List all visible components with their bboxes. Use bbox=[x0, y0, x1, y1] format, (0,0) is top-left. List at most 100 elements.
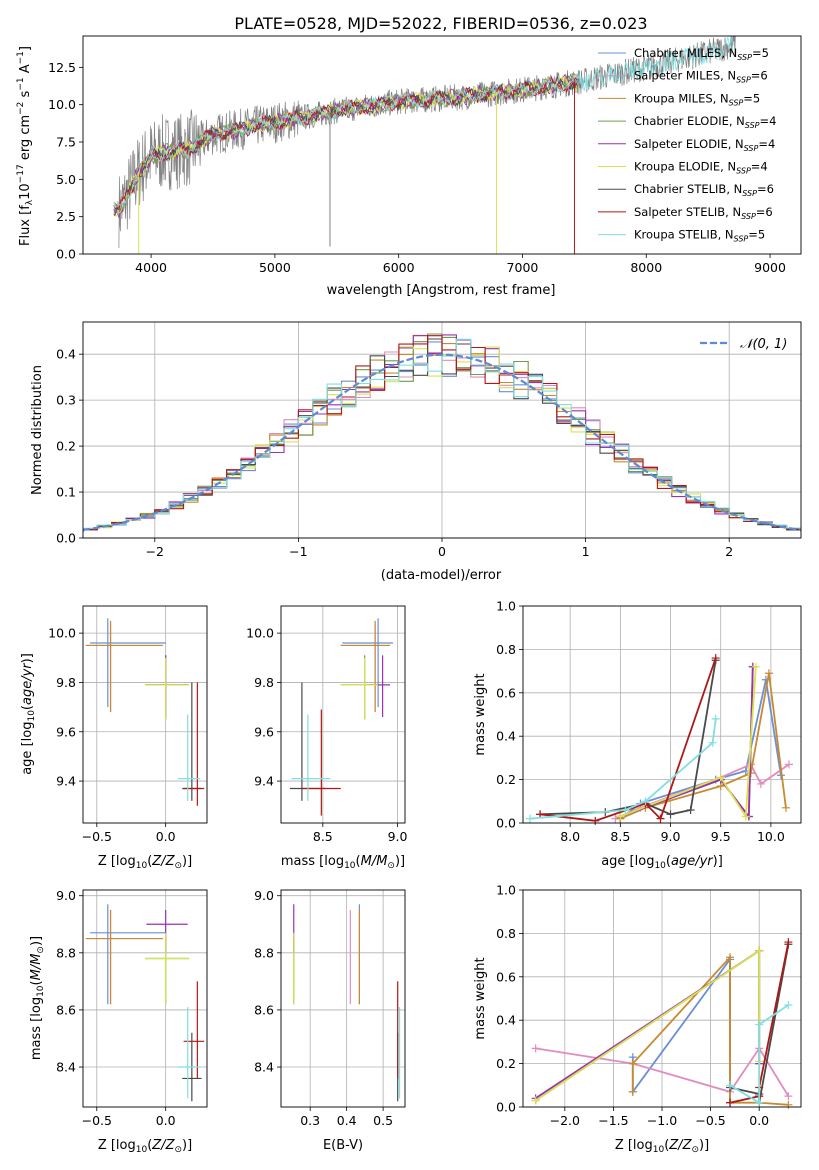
legend-label: Salpeter STELIB, NSSP=6 bbox=[634, 205, 773, 221]
x-axis-label: mass [log10(M/M⊙)] bbox=[281, 854, 405, 871]
y-tick-label: 7.5 bbox=[56, 135, 76, 150]
y-axis-label: Normed distribution bbox=[30, 365, 45, 495]
x-axis-label: age [log10(age/yr)] bbox=[601, 854, 723, 871]
y-tick-label: 8.8 bbox=[56, 945, 76, 960]
weight-marker bbox=[531, 1096, 540, 1105]
weight-marker bbox=[726, 1098, 735, 1107]
spectrum-panel: 4000 5000 6000 7000 8000 9000 0.0 2.5 5.0 7.5 10.0… bbox=[16, 35, 802, 298]
y-tick-label: 9.8 bbox=[56, 675, 76, 690]
y-axis-label: mass [log10(M/M⊙)] bbox=[29, 936, 46, 1060]
weight-marker bbox=[756, 779, 765, 788]
weight-marker bbox=[666, 810, 675, 819]
model-spectrum-line bbox=[113, 73, 578, 218]
y-axis-label: age [log10(age/yr)] bbox=[20, 653, 37, 775]
x-tick-label: 7000 bbox=[507, 260, 539, 275]
y-tick-label: 0.1 bbox=[56, 485, 76, 500]
x-tick-label: 8.5 bbox=[610, 829, 630, 844]
model-spectrum-extension bbox=[577, 36, 734, 92]
axes-frame bbox=[82, 35, 802, 255]
y-axis-label: Flux [fλ10−17 erg cm−2 s−1 A−1] bbox=[16, 46, 35, 246]
legend-label: Chabrier MILES, NSSP=5 bbox=[634, 46, 769, 62]
residuals-panel: −2 −1 0 1 2 0.0 0.1 0.2 0.3 0.4 (data-model)/error… bbox=[30, 321, 802, 583]
x-tick-label: 0.4 bbox=[337, 1113, 357, 1128]
y-tick-label: 10.0 bbox=[246, 626, 274, 641]
x-axis-label: Z [log10(Z/Z⊙)] bbox=[615, 1138, 709, 1155]
weight-marker bbox=[628, 1087, 637, 1096]
y-tick-label: 0.0 bbox=[496, 816, 516, 831]
age-vs-mass-panel: 8.5 9.0 9.4 9.6 9.8 10.0 mass [log10(M/M⊙)] bbox=[246, 605, 408, 871]
x-axis-label: (data-model)/error bbox=[381, 568, 502, 583]
y-tick-label: 0.6 bbox=[496, 685, 516, 700]
x-tick-label: 10.0 bbox=[757, 829, 785, 844]
y-tick-label: 0.2 bbox=[496, 1056, 516, 1071]
model-spectrum-line bbox=[113, 73, 578, 208]
x-tick-label: 5000 bbox=[259, 260, 291, 275]
axes-frame bbox=[82, 889, 208, 1108]
y-axis-label: mass weight bbox=[473, 957, 488, 1039]
x-tick-label: −2 bbox=[146, 544, 164, 559]
y-tick-label: 1.0 bbox=[496, 599, 516, 614]
legend-label: 𝒩(0, 1) bbox=[740, 337, 787, 352]
weight-marker bbox=[726, 1081, 735, 1090]
y-tick-label: 0.4 bbox=[496, 1013, 516, 1028]
weight-series-line bbox=[631, 954, 789, 1106]
weight-marker bbox=[656, 814, 665, 823]
x-tick-label: 2 bbox=[725, 544, 733, 559]
weight-marker bbox=[628, 1059, 637, 1068]
y-tick-label: 9.6 bbox=[56, 724, 76, 739]
x-tick-label: 0.3 bbox=[300, 1113, 320, 1128]
x-tick-label: 8000 bbox=[630, 260, 662, 275]
histogram-area bbox=[83, 333, 801, 533]
x-axis-label: wavelength [Angstrom, rest frame] bbox=[327, 283, 556, 298]
x-tick-label: −0.5 bbox=[82, 829, 112, 844]
y-tick-label: 0.4 bbox=[496, 729, 516, 744]
y-tick-label: 0.2 bbox=[496, 772, 516, 787]
y-tick-label: 12.5 bbox=[48, 60, 76, 75]
axes-frame bbox=[82, 321, 802, 539]
x-tick-label: 0.5 bbox=[373, 1113, 393, 1128]
x-tick-label: 8.0 bbox=[560, 829, 580, 844]
figure-title: PLATE=0528, MJD=52022, FIBERID=0536, z=0… bbox=[234, 14, 647, 33]
x-tick-label: 8.5 bbox=[313, 829, 333, 844]
spectrum-plot-area bbox=[113, 36, 736, 254]
x-tick-label: 0 bbox=[438, 544, 446, 559]
weight-series-line bbox=[620, 666, 757, 820]
y-tick-label: 8.8 bbox=[254, 945, 274, 960]
weight-marker bbox=[784, 938, 793, 947]
weight-marker bbox=[781, 803, 790, 812]
weight-marker bbox=[526, 814, 535, 823]
x-axis-label: Z [log10(Z/Z⊙)] bbox=[98, 1138, 192, 1155]
weight-marker bbox=[755, 1020, 764, 1029]
weight-marker bbox=[641, 797, 650, 806]
legend-label: Chabrier ELODIE, NSSP=4 bbox=[634, 114, 776, 130]
weight-marker bbox=[686, 805, 695, 814]
x-tick-label: 9.0 bbox=[388, 829, 408, 844]
weight-marker bbox=[784, 1092, 793, 1101]
weight-marker bbox=[755, 946, 764, 955]
normal-reference-curve bbox=[83, 353, 801, 531]
y-tick-label: 9.8 bbox=[254, 675, 274, 690]
y-tick-label: 9.4 bbox=[254, 774, 274, 789]
legend-label: Kroupa STELIB, NSSP=5 bbox=[634, 228, 765, 244]
axes-frame bbox=[82, 605, 208, 824]
weight-marker bbox=[755, 1098, 764, 1107]
y-tick-label: 0.8 bbox=[496, 642, 516, 657]
y-tick-label: 8.6 bbox=[254, 1002, 274, 1017]
age-vs-metallicity-panel: −0.5 0.0 9.4 9.6 9.8 10.0 Z [log10(Z/Z⊙)] age [… bbox=[20, 605, 208, 871]
y-tick-label: 8.4 bbox=[254, 1060, 274, 1075]
weight-marker bbox=[784, 760, 793, 769]
weight-marker bbox=[784, 1100, 793, 1109]
y-tick-label: 0.2 bbox=[56, 439, 76, 454]
y-tick-label: 0.8 bbox=[496, 926, 516, 941]
weight-marker bbox=[591, 816, 600, 825]
weight-marker bbox=[621, 805, 630, 814]
x-tick-label: 1 bbox=[582, 544, 590, 559]
x-tick-label: 9000 bbox=[754, 260, 786, 275]
legend-label: Kroupa ELODIE, NSSP=4 bbox=[634, 160, 768, 176]
x-tick-label: 0.0 bbox=[749, 1113, 769, 1128]
weight-marker bbox=[716, 773, 725, 782]
weight-marker bbox=[711, 654, 720, 663]
x-axis-label: Z [log10(Z/Z⊙)] bbox=[98, 854, 192, 871]
